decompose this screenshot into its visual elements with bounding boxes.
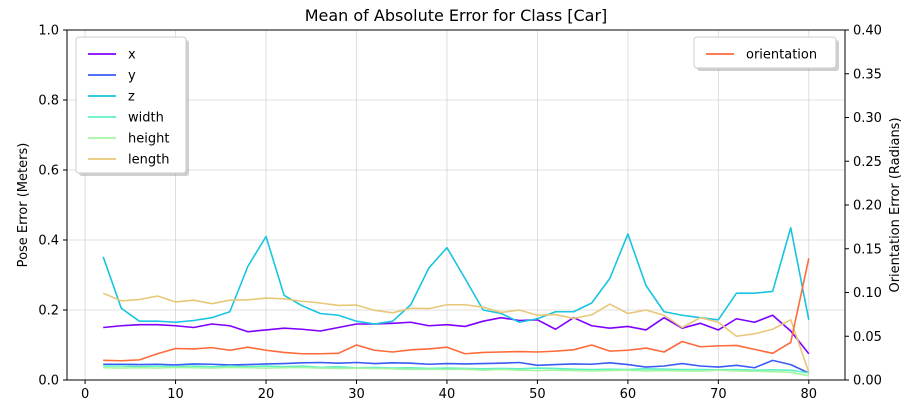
- series-line-y: [103, 359, 810, 374]
- x-tick-label: 0: [81, 387, 89, 402]
- series-line-x: [103, 314, 810, 355]
- series-line-z: [102, 226, 810, 325]
- y-tick-label: 0.8: [38, 94, 59, 109]
- series-line-length: [102, 292, 810, 373]
- legend-label-length: length: [128, 153, 169, 168]
- legend-label-height: height: [128, 132, 169, 147]
- x-tick-label: 30: [348, 387, 365, 402]
- y-axis-left: 0.0 0.2 0.4 0.6 0.8 1.0: [38, 24, 67, 389]
- legend-label-x: x: [128, 48, 136, 63]
- series-layer: [102, 226, 810, 377]
- y-axis-label-right: Orientation Error (Radians): [888, 117, 903, 292]
- legend-label-orientation: orientation: [746, 48, 817, 63]
- y-right-tick-label: 0.25: [853, 155, 882, 170]
- y-tick-label: 0.4: [38, 234, 59, 249]
- legend-label-z: z: [128, 90, 135, 105]
- x-tick-label: 60: [620, 387, 637, 402]
- y-right-tick-label: 0.35: [853, 67, 882, 82]
- y-right-tick-label: 0.15: [853, 242, 882, 257]
- y-axis-right: 0.00 0.05 0.10 0.15 0.20 0.25 0.30 0.35 0.40: [845, 24, 882, 389]
- legend-left: xyz width height length: [75, 36, 189, 176]
- series-line-height: [103, 366, 809, 377]
- x-tick-label: 80: [801, 387, 818, 402]
- x-axis: 0 10 20 30 40 50 60 70 80: [81, 380, 817, 402]
- x-tick-label: 40: [439, 387, 456, 402]
- y-right-tick-label: 0.40: [853, 24, 882, 39]
- x-tick-label: 50: [529, 387, 546, 402]
- y-tick-label: 0.0: [38, 374, 59, 389]
- y-tick-label: 0.2: [38, 304, 59, 319]
- y-tick-label: 0.6: [38, 164, 59, 179]
- legend-box: [75, 36, 187, 174]
- y-right-tick-label: 0.00: [853, 374, 882, 389]
- y-axis-label-left: Pose Error (Meters): [16, 143, 31, 268]
- chart-title: Mean of Absolute Error for Class [Car]: [305, 6, 608, 25]
- y-right-tick-label: 0.05: [853, 330, 882, 345]
- legend-box: [693, 36, 837, 69]
- y-tick-label: 1.0: [38, 24, 59, 39]
- x-tick-label: 10: [167, 387, 184, 402]
- x-tick-label: 70: [710, 387, 727, 402]
- x-tick-label: 20: [258, 387, 275, 402]
- legend-label-y: y: [128, 69, 136, 84]
- legend-right: orientation: [693, 36, 839, 71]
- series-line-width: [103, 365, 809, 374]
- y-right-tick-label: 0.20: [853, 199, 882, 214]
- y-right-tick-label: 0.10: [853, 286, 882, 301]
- series-line-orientation: [103, 258, 810, 362]
- y-right-tick-label: 0.30: [853, 111, 882, 126]
- legend-label-width: width: [128, 111, 164, 126]
